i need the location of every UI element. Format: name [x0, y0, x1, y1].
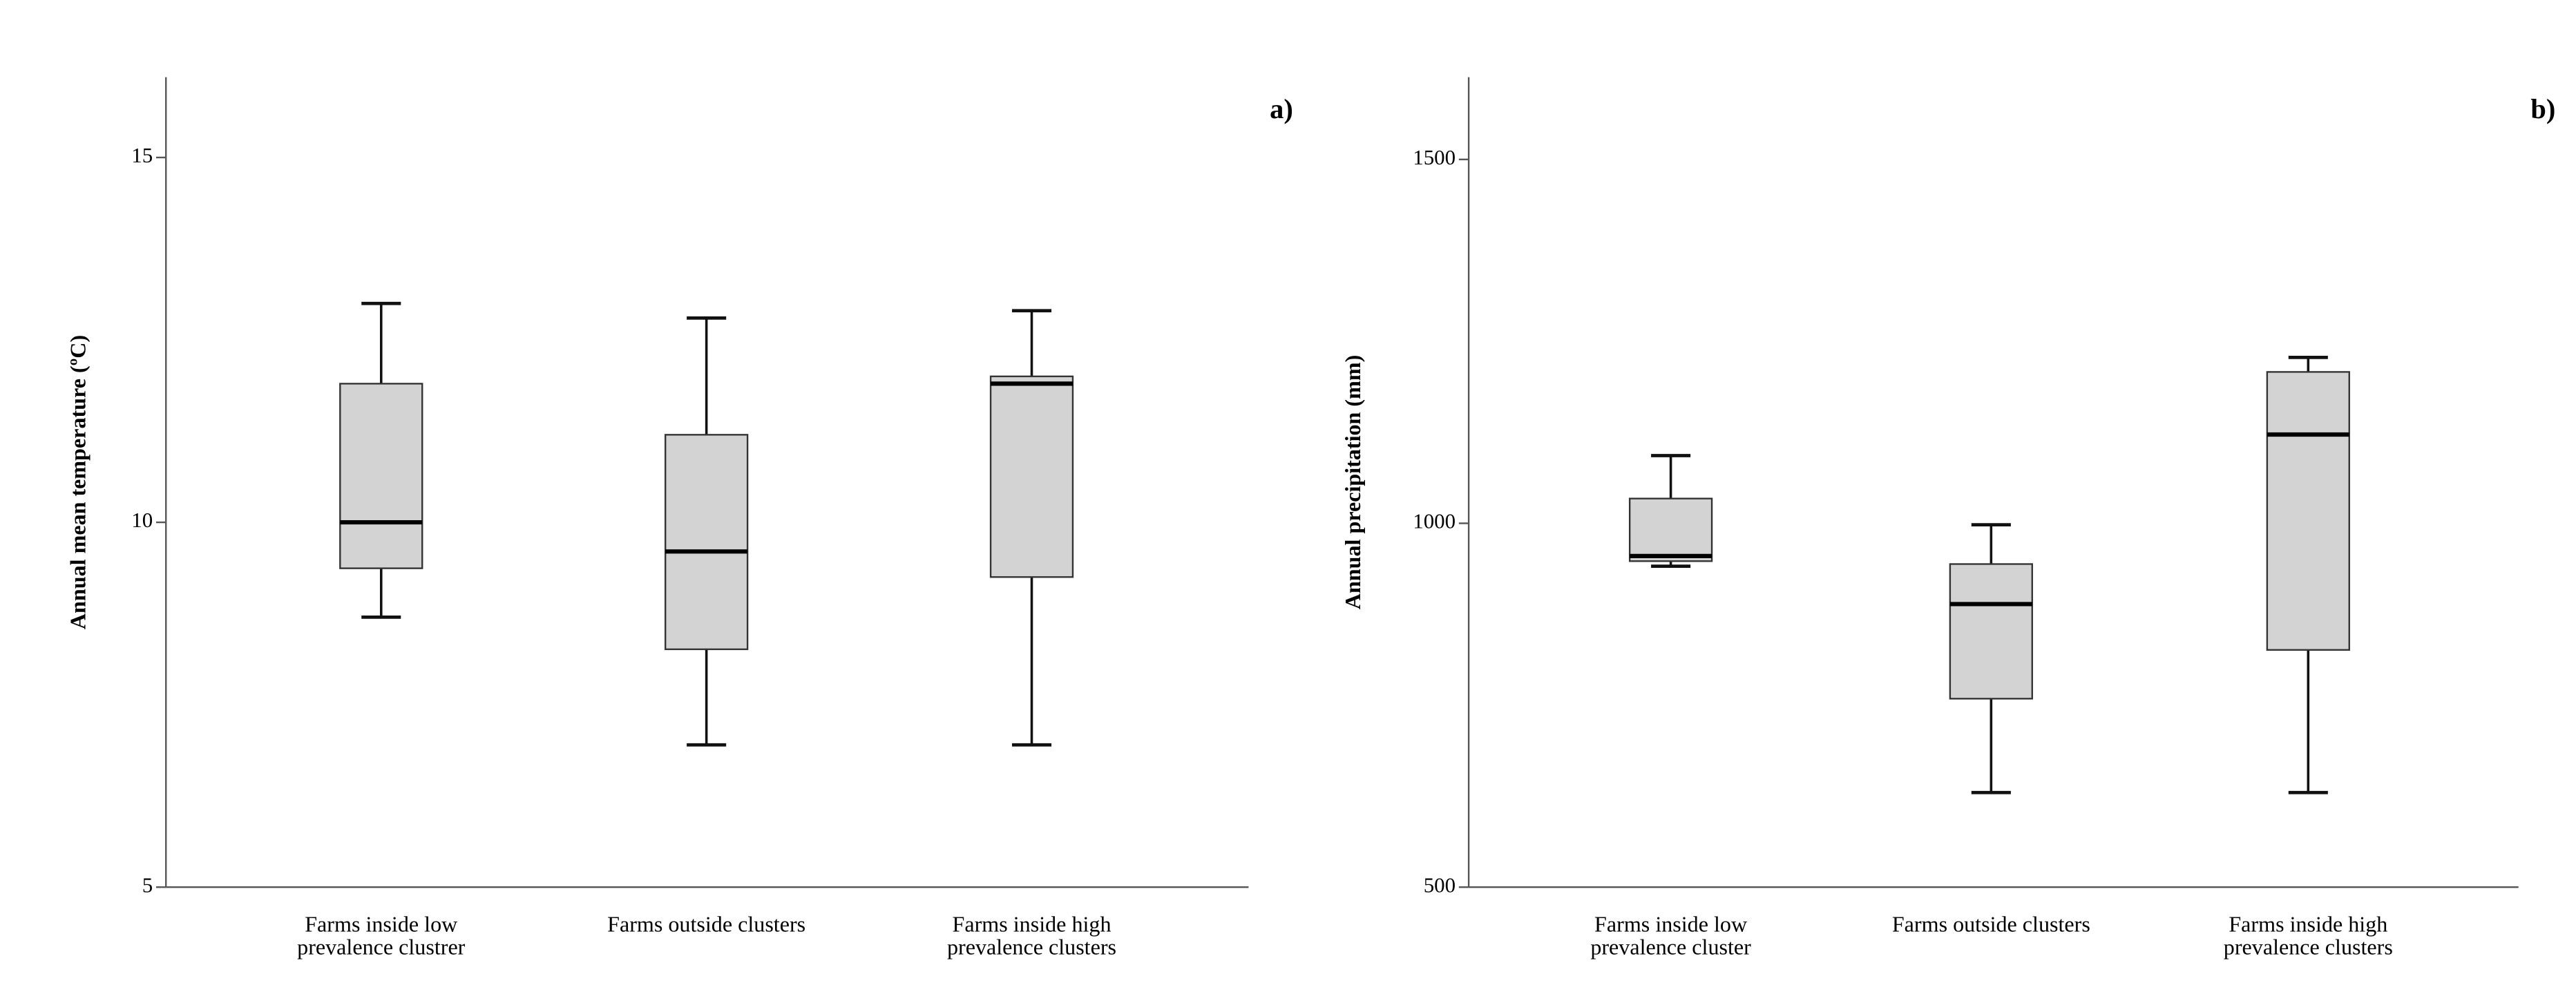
box-group	[339, 301, 423, 619]
box-group	[1628, 454, 1713, 569]
box	[2266, 371, 2350, 651]
x-tick-label: Farms inside low	[1594, 911, 1748, 936]
x-tick-label: Farms inside low	[305, 911, 458, 936]
box-group	[989, 309, 1074, 747]
box	[664, 434, 749, 651]
y-tick-label: 500	[1424, 873, 1456, 897]
box-group	[1949, 523, 2033, 794]
y-tick-label: 5	[142, 873, 153, 897]
x-tick-label: Farms inside high	[953, 911, 1112, 936]
y-tick-label: 10	[131, 508, 153, 532]
box	[1949, 563, 2033, 700]
x-tick-label: prevalence cluster	[1590, 935, 1751, 960]
box	[989, 375, 1074, 578]
y-tick-label: 1000	[1413, 509, 1456, 533]
x-tick-label: prevalence clustrer	[297, 935, 466, 960]
y-axis-label: Annual precipitation (mm)	[1340, 355, 1365, 610]
panel-label: b)	[2530, 93, 2555, 124]
box-group	[2266, 355, 2350, 794]
y-axis-label: Annual mean temperature (ºC)	[66, 335, 90, 629]
box-group	[664, 316, 749, 747]
x-tick-label: Farms outside clusters	[607, 911, 805, 936]
y-tick-label: 1500	[1413, 145, 1456, 169]
x-tick-label: Farms outside clusters	[1892, 911, 2090, 936]
box	[1628, 497, 1713, 562]
x-tick-label: prevalence clusters	[947, 935, 1116, 960]
panel-label: a)	[1270, 93, 1293, 124]
x-tick-label: Farms inside high	[2229, 911, 2387, 936]
y-tick-label: 15	[131, 143, 153, 167]
box	[339, 383, 423, 569]
x-tick-label: prevalence clusters	[2224, 935, 2393, 960]
